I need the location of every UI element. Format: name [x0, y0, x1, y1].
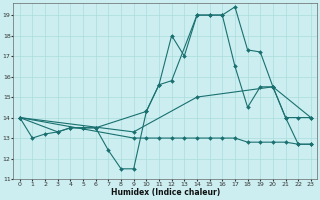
X-axis label: Humidex (Indice chaleur): Humidex (Indice chaleur) [111, 188, 220, 197]
